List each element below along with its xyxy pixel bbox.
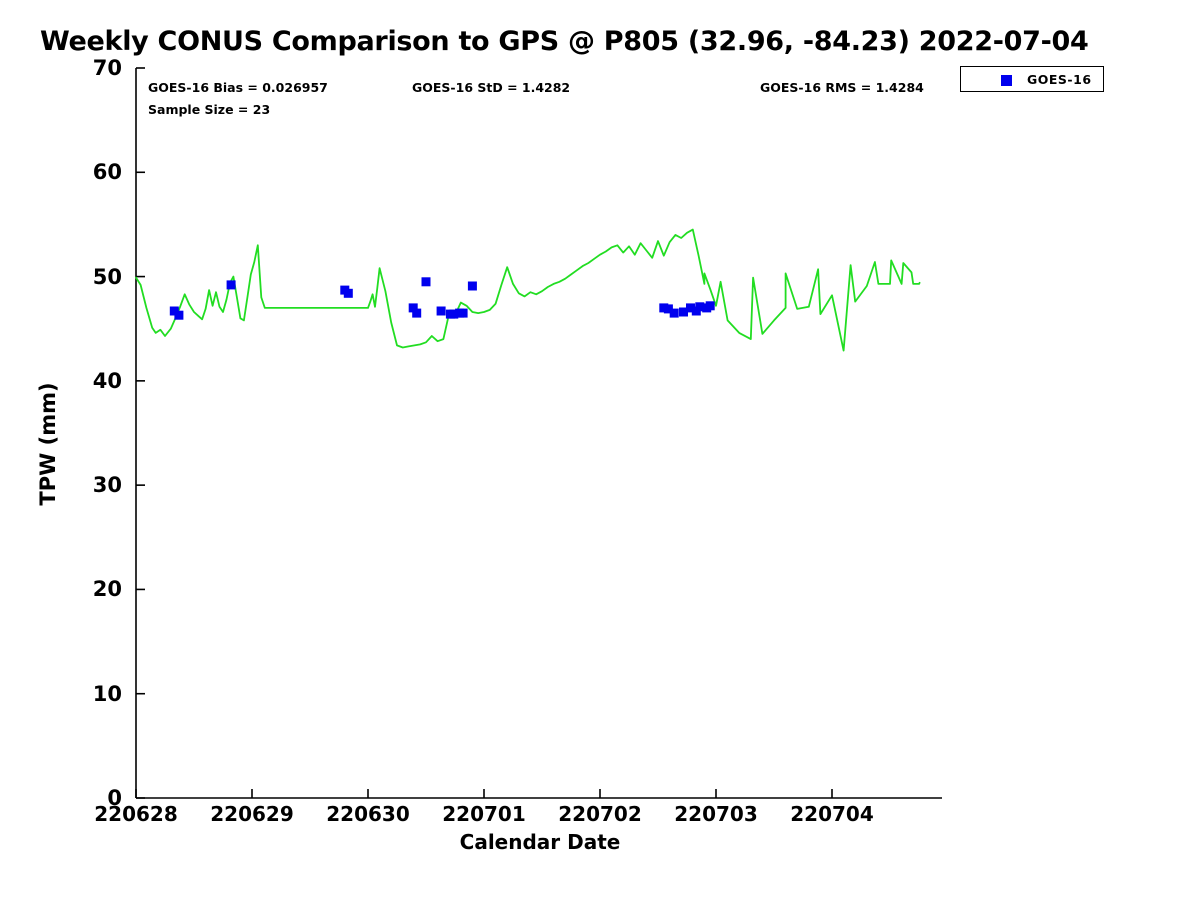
- data-point-goes16-20: [695, 302, 705, 312]
- data-point-goes16-1: [174, 310, 184, 320]
- x-tick-220628: 220628: [94, 802, 178, 826]
- stat-std: GOES-16 StD = 1.4282: [412, 80, 571, 95]
- stat-rms: GOES-16 RMS = 1.4284: [760, 80, 924, 95]
- data-point-goes16-2: [226, 280, 236, 290]
- stat-sample-size: Sample Size = 23: [148, 102, 271, 117]
- y-tick-0: 0: [107, 786, 122, 810]
- data-point-goes16-8: [436, 306, 446, 316]
- x-axis-label: Calendar Date: [459, 830, 621, 854]
- data-point-goes16-13: [467, 281, 477, 291]
- data-point-goes16-16: [669, 308, 679, 318]
- y-tick-70: 70: [92, 56, 122, 80]
- data-point-goes16-5: [421, 277, 431, 287]
- data-point-goes16-10: [449, 309, 459, 319]
- x-tick-220701: 220701: [442, 802, 526, 826]
- y-tick-40: 40: [92, 368, 122, 393]
- legend-label-goes16: GOES-16: [1027, 72, 1092, 87]
- data-point-goes16-17: [679, 307, 688, 317]
- plot-axes: [135, 67, 942, 799]
- y-tick-20: 20: [92, 577, 122, 602]
- y-tick-10: 10: [92, 681, 122, 706]
- series-line-gps: [135, 228, 921, 352]
- data-point-goes16-18: [686, 303, 695, 313]
- data-point-goes16-0: [169, 306, 179, 316]
- x-tick-220629: 220629: [210, 802, 294, 826]
- x-tick-220704: 220704: [790, 802, 874, 826]
- y-tick-30: 30: [92, 473, 122, 498]
- data-point-goes16-7: [412, 308, 422, 318]
- series-markers-goes16: [169, 277, 715, 320]
- data-point-goes16-12: [458, 308, 468, 318]
- data-point-goes16-4: [343, 288, 353, 298]
- data-point-goes16-15: [663, 304, 673, 314]
- x-tick-220702: 220702: [558, 802, 642, 826]
- data-point-goes16-22: [705, 301, 715, 311]
- x-tick-220630: 220630: [326, 802, 410, 826]
- data-point-goes16-14: [659, 303, 669, 313]
- y-tick-50: 50: [92, 264, 122, 289]
- page-title: Weekly CONUS Comparison to GPS @ P805 (3…: [40, 26, 1089, 57]
- legend-marker-goes16-icon: [1001, 75, 1012, 86]
- y-axis-label: TPW (mm): [36, 382, 60, 506]
- legend: GOES-16: [960, 66, 1104, 92]
- stat-bias: GOES-16 Bias = 0.026957: [148, 80, 328, 95]
- y-tick-60: 60: [92, 160, 122, 185]
- x-tick-220703: 220703: [674, 802, 758, 826]
- data-point-goes16-6: [408, 303, 418, 313]
